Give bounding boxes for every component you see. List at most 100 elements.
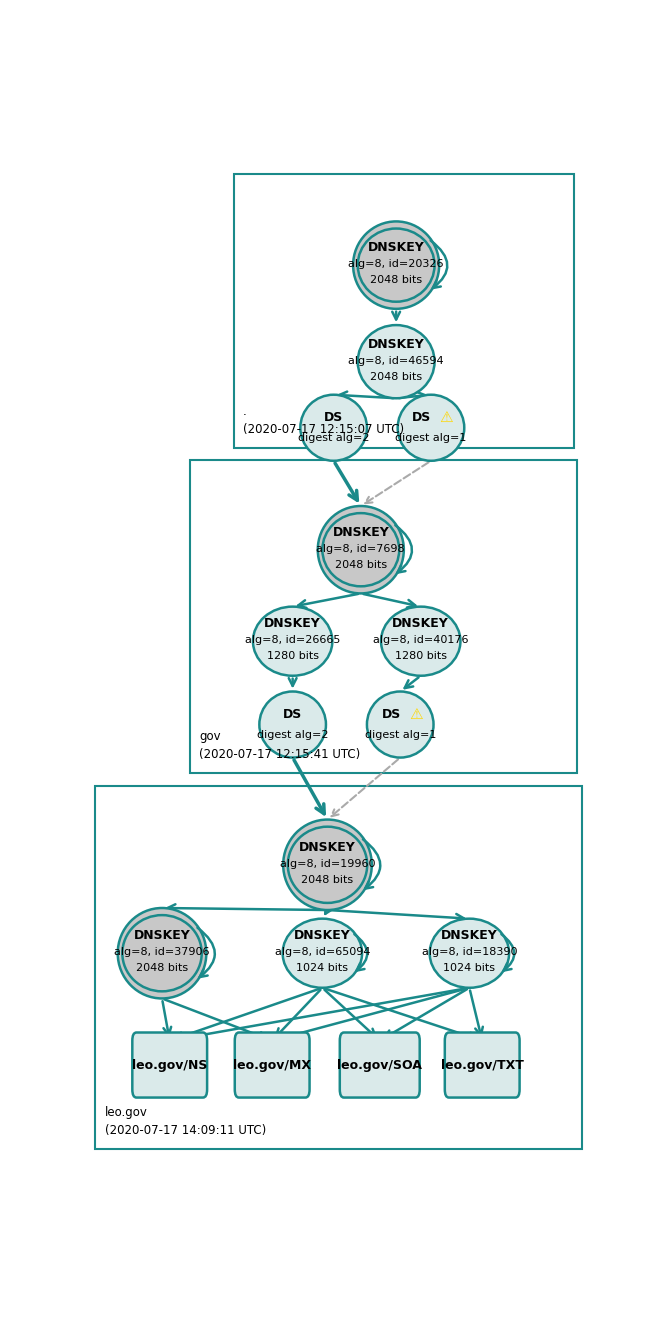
- FancyArrowPatch shape: [276, 990, 321, 1036]
- FancyArrowPatch shape: [175, 989, 320, 1040]
- FancyArrowPatch shape: [431, 240, 447, 288]
- Text: DNSKEY: DNSKEY: [368, 242, 424, 255]
- Text: digest alg=1: digest alg=1: [395, 433, 467, 444]
- Text: 1280 bits: 1280 bits: [266, 652, 319, 661]
- FancyArrowPatch shape: [335, 463, 358, 500]
- FancyBboxPatch shape: [234, 174, 574, 447]
- Text: alg=8, id=37906: alg=8, id=37906: [114, 948, 210, 957]
- Text: DNSKEY: DNSKEY: [368, 338, 424, 351]
- Text: 1280 bits: 1280 bits: [395, 652, 447, 661]
- FancyArrowPatch shape: [385, 989, 467, 1038]
- Text: digest alg=2: digest alg=2: [298, 433, 369, 444]
- Text: DNSKEY: DNSKEY: [332, 525, 389, 539]
- Ellipse shape: [288, 826, 368, 903]
- Ellipse shape: [381, 607, 461, 676]
- Text: alg=8, id=26665: alg=8, id=26665: [245, 635, 340, 645]
- Text: (2020-07-17 12:15:41 UTC): (2020-07-17 12:15:41 UTC): [200, 748, 361, 762]
- FancyArrowPatch shape: [198, 928, 215, 977]
- Ellipse shape: [259, 692, 326, 758]
- FancyBboxPatch shape: [190, 461, 577, 774]
- FancyArrowPatch shape: [364, 594, 415, 607]
- Text: alg=8, id=20326: alg=8, id=20326: [348, 259, 444, 269]
- FancyBboxPatch shape: [445, 1032, 520, 1097]
- Text: gov: gov: [200, 730, 221, 743]
- FancyArrowPatch shape: [395, 525, 412, 573]
- Ellipse shape: [283, 820, 371, 909]
- Text: DNSKEY: DNSKEY: [294, 929, 351, 942]
- Text: digest alg=2: digest alg=2: [257, 730, 329, 739]
- Ellipse shape: [323, 513, 399, 586]
- FancyArrowPatch shape: [325, 990, 375, 1036]
- Text: DNSKEY: DNSKEY: [134, 929, 190, 942]
- Text: alg=8, id=40176: alg=8, id=40176: [373, 635, 469, 645]
- Text: leo.gov: leo.gov: [104, 1106, 147, 1119]
- FancyBboxPatch shape: [132, 1032, 207, 1097]
- FancyArrowPatch shape: [165, 999, 267, 1039]
- Ellipse shape: [398, 395, 464, 461]
- Text: alg=8, id=46594: alg=8, id=46594: [348, 355, 444, 366]
- Text: DNSKEY: DNSKEY: [441, 929, 498, 942]
- Text: DNSKEY: DNSKEY: [393, 618, 449, 631]
- FancyArrowPatch shape: [354, 935, 368, 970]
- Text: DS: DS: [324, 411, 343, 424]
- Text: leo.gov/MX: leo.gov/MX: [233, 1059, 311, 1072]
- FancyArrowPatch shape: [175, 989, 467, 1043]
- Text: alg=8, id=19960: alg=8, id=19960: [280, 859, 375, 869]
- FancyArrowPatch shape: [325, 989, 477, 1040]
- FancyArrowPatch shape: [325, 906, 332, 913]
- Ellipse shape: [122, 915, 202, 991]
- FancyArrowPatch shape: [365, 462, 428, 503]
- Text: alg=8, id=7698: alg=8, id=7698: [317, 544, 405, 553]
- Text: 2048 bits: 2048 bits: [301, 875, 354, 884]
- FancyArrowPatch shape: [298, 594, 358, 609]
- FancyBboxPatch shape: [340, 1032, 420, 1097]
- Text: .: .: [243, 405, 247, 417]
- FancyArrowPatch shape: [330, 911, 464, 921]
- FancyArrowPatch shape: [470, 990, 483, 1035]
- Ellipse shape: [118, 908, 206, 998]
- FancyArrowPatch shape: [294, 760, 325, 813]
- Text: DS: DS: [412, 411, 432, 424]
- Text: digest alg=1: digest alg=1: [365, 730, 436, 739]
- Text: DNSKEY: DNSKEY: [264, 618, 321, 631]
- FancyArrowPatch shape: [331, 759, 398, 816]
- FancyArrowPatch shape: [163, 1001, 171, 1035]
- FancyArrowPatch shape: [399, 392, 426, 400]
- Text: leo.gov/SOA: leo.gov/SOA: [337, 1059, 422, 1072]
- Text: 1024 bits: 1024 bits: [444, 964, 495, 973]
- FancyArrowPatch shape: [502, 935, 514, 970]
- Ellipse shape: [358, 228, 434, 302]
- Ellipse shape: [283, 919, 362, 987]
- FancyBboxPatch shape: [235, 1032, 309, 1097]
- Ellipse shape: [367, 692, 434, 758]
- Ellipse shape: [430, 919, 509, 987]
- FancyBboxPatch shape: [95, 785, 582, 1150]
- Text: DS: DS: [283, 708, 302, 721]
- Text: ⚠: ⚠: [440, 411, 453, 425]
- Text: (2020-07-17 12:15:07 UTC): (2020-07-17 12:15:07 UTC): [243, 422, 404, 436]
- Text: ⚠: ⚠: [408, 708, 422, 722]
- Ellipse shape: [318, 506, 404, 594]
- FancyArrowPatch shape: [168, 904, 325, 912]
- Text: 2048 bits: 2048 bits: [370, 276, 422, 285]
- FancyArrowPatch shape: [363, 840, 380, 888]
- Text: leo.gov/NS: leo.gov/NS: [132, 1059, 208, 1072]
- FancyArrowPatch shape: [278, 989, 467, 1041]
- FancyArrowPatch shape: [339, 392, 393, 400]
- Text: alg=8, id=18390: alg=8, id=18390: [422, 948, 517, 957]
- Text: alg=8, id=65094: alg=8, id=65094: [274, 948, 370, 957]
- Text: 1024 bits: 1024 bits: [296, 964, 348, 973]
- Text: 2048 bits: 2048 bits: [136, 964, 188, 973]
- Ellipse shape: [358, 325, 434, 399]
- Text: DNSKEY: DNSKEY: [299, 841, 356, 854]
- Text: leo.gov/TXT: leo.gov/TXT: [441, 1059, 524, 1072]
- Text: 2048 bits: 2048 bits: [370, 372, 422, 381]
- Ellipse shape: [300, 395, 367, 461]
- FancyArrowPatch shape: [392, 312, 400, 319]
- FancyArrowPatch shape: [289, 678, 297, 686]
- Ellipse shape: [353, 222, 439, 309]
- FancyArrowPatch shape: [405, 677, 418, 688]
- Text: (2020-07-17 14:09:11 UTC): (2020-07-17 14:09:11 UTC): [104, 1125, 266, 1138]
- Ellipse shape: [253, 607, 332, 676]
- Text: 2048 bits: 2048 bits: [334, 560, 387, 570]
